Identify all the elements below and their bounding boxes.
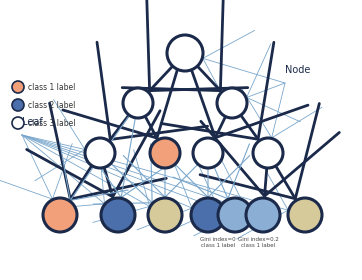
- Circle shape: [85, 138, 115, 168]
- Circle shape: [150, 138, 180, 168]
- Circle shape: [167, 35, 203, 71]
- Circle shape: [43, 198, 77, 232]
- Text: class 3 label: class 3 label: [28, 118, 76, 127]
- Circle shape: [246, 198, 280, 232]
- Circle shape: [191, 198, 225, 232]
- Text: Gini index=0
class 1 label: Gini index=0 class 1 label: [200, 237, 236, 248]
- Circle shape: [12, 117, 24, 129]
- Circle shape: [288, 198, 322, 232]
- Circle shape: [193, 138, 223, 168]
- Circle shape: [12, 81, 24, 93]
- Circle shape: [217, 88, 247, 118]
- Circle shape: [123, 88, 153, 118]
- Circle shape: [101, 198, 135, 232]
- Text: class 2 label: class 2 label: [28, 101, 75, 109]
- Text: class 1 label: class 1 label: [28, 83, 75, 92]
- Circle shape: [218, 198, 252, 232]
- Circle shape: [148, 198, 182, 232]
- Circle shape: [12, 99, 24, 111]
- Text: Gini index=0.2
class 1 label: Gini index=0.2 class 1 label: [237, 237, 278, 248]
- Text: Leaf: Leaf: [22, 117, 43, 127]
- Text: Node: Node: [285, 65, 310, 75]
- Circle shape: [253, 138, 283, 168]
